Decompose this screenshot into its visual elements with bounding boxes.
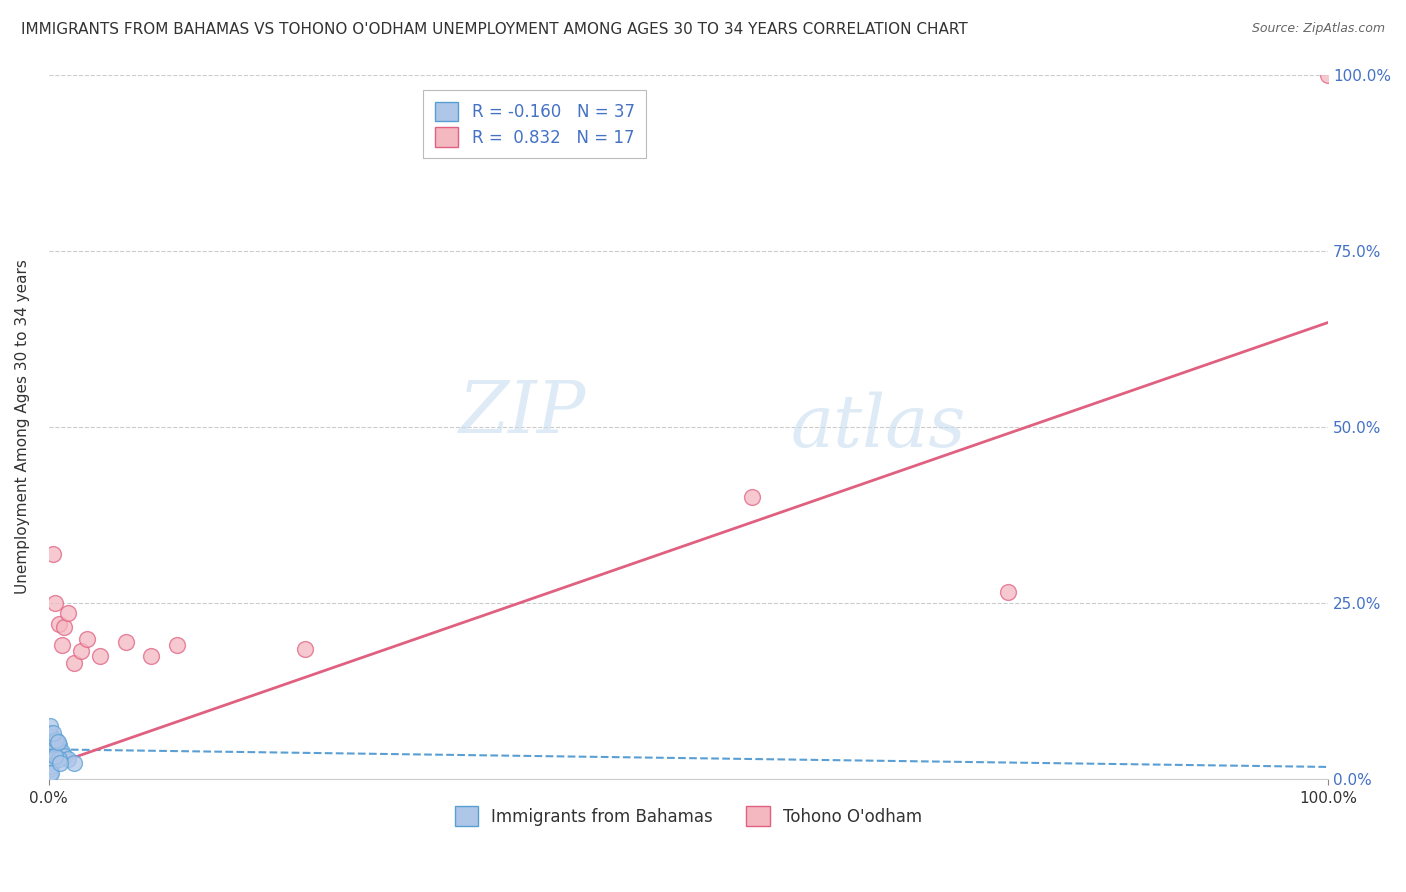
- Point: [42, 745, 65, 759]
- Point: [41, 547, 63, 561]
- Point: [76, 632, 98, 647]
- Point: [41, 738, 63, 752]
- Point: [39, 759, 62, 773]
- Point: [39, 765, 62, 780]
- Point: [44, 735, 66, 749]
- Point: [39, 756, 62, 771]
- Point: [53, 748, 76, 763]
- Point: [39, 745, 62, 759]
- Point: [56, 752, 79, 766]
- Point: [89, 648, 111, 663]
- Point: [39, 745, 62, 759]
- Point: [42, 752, 65, 766]
- Point: [39, 726, 62, 740]
- Point: [44, 749, 66, 764]
- Point: [69, 644, 91, 658]
- Point: [39, 765, 62, 780]
- Point: [42, 742, 65, 756]
- Point: [46, 745, 69, 759]
- Point: [51, 745, 73, 759]
- Legend: Immigrants from Bahamas, Tohono O'odham: Immigrants from Bahamas, Tohono O'odham: [446, 798, 931, 834]
- Point: [63, 756, 86, 771]
- Point: [44, 596, 66, 610]
- Point: [294, 641, 316, 656]
- Text: Source: ZipAtlas.com: Source: ZipAtlas.com: [1251, 22, 1385, 36]
- Point: [51, 638, 73, 652]
- Point: [53, 620, 76, 634]
- Point: [41, 735, 63, 749]
- Point: [39, 749, 62, 764]
- Point: [48, 752, 70, 766]
- Point: [166, 638, 188, 652]
- Point: [1317, 68, 1340, 82]
- Point: [997, 585, 1019, 599]
- Point: [44, 740, 66, 755]
- Point: [114, 634, 136, 648]
- Point: [45, 733, 67, 747]
- Point: [39, 752, 62, 766]
- Point: [39, 762, 62, 776]
- Point: [48, 616, 70, 631]
- Point: [741, 490, 763, 504]
- Text: IMMIGRANTS FROM BAHAMAS VS TOHONO O'ODHAM UNEMPLOYMENT AMONG AGES 30 TO 34 YEARS: IMMIGRANTS FROM BAHAMAS VS TOHONO O'ODHA…: [21, 22, 967, 37]
- Point: [41, 733, 63, 747]
- Point: [45, 742, 67, 756]
- Point: [49, 756, 72, 771]
- Text: atlas: atlas: [790, 392, 966, 462]
- Y-axis label: Unemployment Among Ages 30 to 34 years: Unemployment Among Ages 30 to 34 years: [15, 260, 30, 594]
- Point: [39, 759, 62, 773]
- Point: [48, 738, 70, 752]
- Text: ZIP: ZIP: [458, 377, 586, 448]
- Point: [46, 735, 69, 749]
- Point: [56, 607, 79, 621]
- Point: [39, 733, 62, 747]
- Point: [41, 726, 63, 740]
- Point: [39, 730, 62, 744]
- Point: [139, 648, 162, 663]
- Point: [39, 719, 62, 733]
- Point: [39, 738, 62, 752]
- Point: [39, 740, 62, 755]
- Point: [63, 656, 86, 670]
